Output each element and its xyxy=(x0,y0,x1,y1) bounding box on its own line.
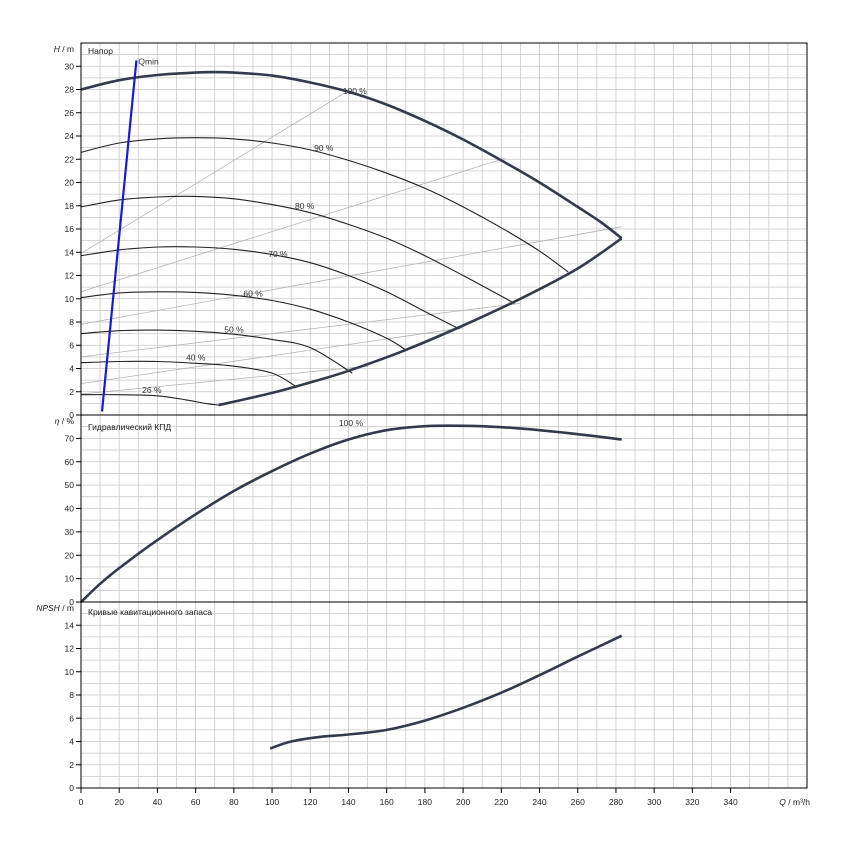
head-curve-100 xyxy=(80,70,623,240)
x-tick-label: 80 xyxy=(229,797,239,807)
efficiency-curve xyxy=(80,424,622,603)
x-tick-label: 120 xyxy=(303,797,317,807)
head-curve-60 xyxy=(80,291,407,351)
head-curve-label: 100 % xyxy=(343,86,368,96)
x-tick-label: 60 xyxy=(191,797,201,807)
head-curve-90 xyxy=(80,137,569,273)
y-tick-label: 0 xyxy=(69,597,74,607)
qmin-label: Qmin xyxy=(138,56,159,66)
y-tick-label: 16 xyxy=(65,224,75,234)
x-tick-label: 300 xyxy=(647,797,661,807)
y-tick-label: 20 xyxy=(65,550,75,560)
x-tick-label: 220 xyxy=(494,797,508,807)
efficiency-iso-line xyxy=(80,303,521,358)
y-axis-title: H / m xyxy=(54,44,74,54)
y-axis-title: η / % xyxy=(55,416,75,426)
head-curve-label: 50 % xyxy=(224,324,244,334)
y-tick-label: 10 xyxy=(65,574,75,584)
y-tick-label: 50 xyxy=(65,480,75,490)
x-tick-label: 320 xyxy=(685,797,699,807)
y-tick-label: 20 xyxy=(65,178,75,188)
y-tick-label: 10 xyxy=(65,667,75,677)
y-tick-label: 12 xyxy=(65,644,75,654)
y-tick-label: 8 xyxy=(69,690,74,700)
x-tick-label: 340 xyxy=(723,797,737,807)
y-tick-label: 30 xyxy=(65,527,75,537)
y-tick-label: 28 xyxy=(65,85,75,95)
x-tick-label: 200 xyxy=(456,797,470,807)
x-tick-label: 0 xyxy=(79,797,84,807)
y-tick-label: 14 xyxy=(65,620,75,630)
y-tick-label: 18 xyxy=(65,201,75,211)
head-curve-label: 70 % xyxy=(268,249,288,259)
x-tick-label: 240 xyxy=(532,797,546,807)
x-tick-label: 160 xyxy=(380,797,394,807)
y-tick-label: 30 xyxy=(65,61,75,71)
qmin-line xyxy=(100,60,138,412)
efficiency-iso-line xyxy=(80,327,464,385)
y-tick-label: 70 xyxy=(65,433,75,443)
head-panel-title: Напор xyxy=(88,46,113,56)
x-tick-label: 20 xyxy=(114,797,124,807)
head-curve-70 xyxy=(80,246,460,330)
y-tick-label: 14 xyxy=(65,247,75,257)
chart-text: Напор Гидравлический КПД Кривые кавитаци… xyxy=(36,44,810,807)
x-axis-title: Q / m³/h xyxy=(779,797,810,807)
y-tick-label: 0 xyxy=(69,783,74,793)
y-tick-label: 2 xyxy=(69,760,74,770)
chart-content xyxy=(80,60,623,750)
x-tick-label: 140 xyxy=(341,797,355,807)
y-tick-label: 2 xyxy=(69,387,74,397)
y-axis-title: NPSH / m xyxy=(36,603,74,613)
y-tick-label: 4 xyxy=(69,737,74,747)
efficiency-iso-line xyxy=(80,226,622,325)
head-curve-80 xyxy=(80,195,515,304)
head-curve-label: 60 % xyxy=(243,288,263,298)
efficiency-panel-title: Гидравлический КПД xyxy=(88,422,171,432)
head-curve-label: 90 % xyxy=(314,143,334,153)
y-tick-label: 40 xyxy=(65,504,75,514)
y-tick-label: 6 xyxy=(69,340,74,350)
y-tick-label: 26 xyxy=(65,108,75,118)
y-tick-label: 24 xyxy=(65,131,75,141)
x-tick-label: 260 xyxy=(571,797,585,807)
x-tick-label: 100 xyxy=(265,797,279,807)
head-curve-26 xyxy=(80,394,219,406)
y-tick-label: 4 xyxy=(69,364,74,374)
y-tick-label: 10 xyxy=(65,294,75,304)
efficiency-curve-label: 100 % xyxy=(339,418,364,428)
npsh-panel-title: Кривые кавитационного запаса xyxy=(88,607,212,617)
y-tick-label: 8 xyxy=(69,317,74,327)
head-curve-label: 80 % xyxy=(295,201,315,211)
efficiency-iso-line xyxy=(80,157,506,293)
head-curve-40 xyxy=(80,360,298,388)
npsh-curve xyxy=(269,634,623,750)
efficiency-iso-line xyxy=(80,93,343,254)
head-curve-50 xyxy=(80,329,353,374)
y-tick-label: 12 xyxy=(65,271,75,281)
panel-frames xyxy=(76,42,808,793)
y-tick-label: 22 xyxy=(65,154,75,164)
head-curve-label: 40 % xyxy=(186,352,206,362)
efficiency-iso-line xyxy=(80,365,368,395)
head-curve-label: 26 % xyxy=(142,385,162,395)
y-tick-label: 0 xyxy=(69,410,74,420)
y-tick-label: 6 xyxy=(69,713,74,723)
head-limit-curve xyxy=(218,237,623,407)
x-tick-label: 40 xyxy=(153,797,163,807)
y-tick-label: 60 xyxy=(65,457,75,467)
x-tick-label: 180 xyxy=(418,797,432,807)
x-tick-label: 280 xyxy=(609,797,623,807)
